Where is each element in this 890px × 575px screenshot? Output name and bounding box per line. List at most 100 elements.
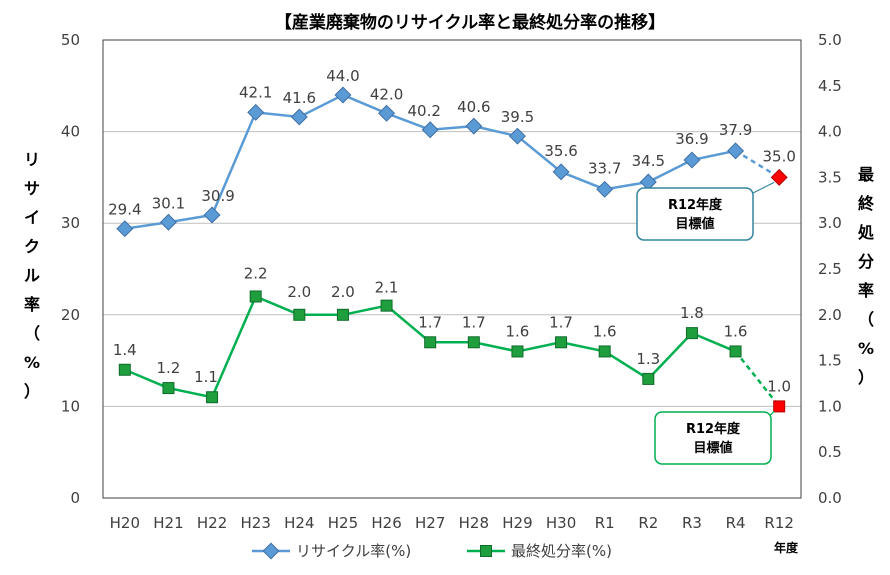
- data-label: 1.1: [194, 368, 218, 386]
- x-tick-label: R3: [682, 514, 702, 532]
- x-tick-label: R12: [764, 514, 794, 532]
- data-point: [467, 336, 480, 349]
- right-tick-label: 1.0: [818, 397, 842, 415]
- x-tick-label: H20: [110, 514, 140, 532]
- data-label: 36.9: [675, 130, 708, 148]
- data-label: 34.5: [632, 152, 665, 170]
- grid: [103, 131, 801, 407]
- x-tick-label: H27: [415, 514, 445, 532]
- x-tick-label: H26: [371, 514, 401, 532]
- x-tick-label: H30: [546, 514, 576, 532]
- legend-disposal-marker: [480, 545, 492, 557]
- right-tick-label: 4.5: [818, 77, 842, 95]
- right-axis-title-char: 終: [858, 194, 875, 213]
- data-point: [336, 308, 349, 321]
- data-label: 2.2: [244, 264, 268, 282]
- data-point: [642, 372, 655, 385]
- data-point: [729, 345, 742, 358]
- data-point: [685, 327, 698, 340]
- left-tick-label: 20: [61, 306, 80, 324]
- left-tick-label: 10: [61, 397, 80, 415]
- data-label: 1.6: [593, 322, 617, 340]
- data-point: [116, 220, 134, 238]
- right-axis-title-char: 最: [858, 165, 875, 184]
- right-axis-title-char: 率: [858, 281, 874, 300]
- data-label: 2.0: [287, 283, 311, 301]
- data-label: 35.6: [544, 142, 577, 160]
- left-tick-label: 40: [61, 123, 80, 141]
- series-layer: 29.4 30.1 30.9 42.1 41.6 44.0 42.040.2 40.6 39.5…: [108, 67, 796, 413]
- data-label: 39.5: [501, 108, 534, 126]
- x-tick-label: R2: [638, 514, 658, 532]
- data-point: [552, 163, 570, 181]
- callout-text: 目標値: [675, 216, 714, 232]
- right-tick-label: 0.0: [818, 489, 842, 507]
- x-tick-label: H22: [197, 514, 227, 532]
- data-label: 42.0: [370, 85, 403, 103]
- x-tick-label: H24: [284, 514, 314, 532]
- data-point: [511, 345, 524, 358]
- data-label: 1.2: [157, 359, 181, 377]
- data-point: [598, 345, 611, 358]
- left-axis-title-char: リ: [24, 150, 40, 169]
- right-tick-label: 0.5: [818, 443, 842, 461]
- x-tick-label: H25: [328, 514, 358, 532]
- right-tick-label: 3.0: [818, 214, 842, 232]
- data-point: [639, 173, 657, 191]
- data-label: 1.7: [549, 313, 573, 331]
- data-label: 1.8: [680, 304, 704, 322]
- legend: リサイクル率(%) 最終処分率(%): [252, 542, 612, 560]
- data-point: [118, 363, 131, 376]
- data-point: [203, 206, 221, 224]
- data-label: 1.4: [113, 341, 137, 359]
- legend-disposal-label: 最終処分率(%): [511, 542, 612, 560]
- callout-box: [654, 411, 772, 465]
- data-point: [421, 121, 439, 139]
- data-point: [159, 213, 177, 231]
- data-point: [555, 336, 568, 349]
- data-point: [162, 382, 175, 395]
- data-point: [334, 86, 352, 104]
- right-tick-label: 4.0: [818, 123, 842, 141]
- x-tick-label: H28: [459, 514, 489, 532]
- left-axis-title-char: ル: [24, 266, 40, 285]
- data-point: [380, 299, 393, 312]
- x-tick-label: H23: [241, 514, 271, 532]
- data-point: [249, 290, 262, 303]
- right-tick-label: 5.0: [818, 31, 842, 49]
- data-label: 1.6: [506, 322, 530, 340]
- data-point: [378, 104, 396, 122]
- left-axis: 0 10 20 30 40 50: [61, 31, 80, 507]
- right-axis-title: 最終処分率 （% ）: [858, 165, 875, 387]
- data-point: [773, 400, 786, 413]
- data-label: 1.7: [462, 313, 486, 331]
- data-point: [683, 151, 701, 169]
- right-tick-label: 2.0: [818, 306, 842, 324]
- right-axis-title-char: 分: [858, 252, 874, 271]
- data-label: 30.9: [201, 187, 234, 205]
- data-label: 40.2: [407, 102, 440, 120]
- right-tick-label: 1.5: [818, 352, 842, 370]
- callout-text: R12年度: [686, 421, 741, 437]
- data-label: 30.1: [152, 194, 185, 212]
- data-label: 44.0: [326, 67, 359, 85]
- callout-text: R12年度: [668, 197, 723, 213]
- data-point: [465, 117, 483, 135]
- x-tick-label: R1: [595, 514, 615, 532]
- callout-text: 目標値: [693, 440, 732, 456]
- right-axis-title-char: （: [858, 310, 874, 329]
- callout-box: [636, 187, 754, 241]
- data-label: 1.6: [724, 322, 748, 340]
- x-tick-label: H29: [502, 514, 532, 532]
- right-axis-title-char: %: [858, 339, 874, 358]
- right-tick-label: 3.5: [818, 168, 842, 186]
- data-label: 29.4: [108, 201, 141, 219]
- legend-recycle-label: リサイクル率(%): [296, 542, 411, 560]
- left-axis-title-char: %: [24, 353, 40, 372]
- data-label: 35.0: [762, 147, 795, 165]
- left-axis-title-char: ク: [24, 237, 40, 256]
- data-point: [247, 103, 265, 121]
